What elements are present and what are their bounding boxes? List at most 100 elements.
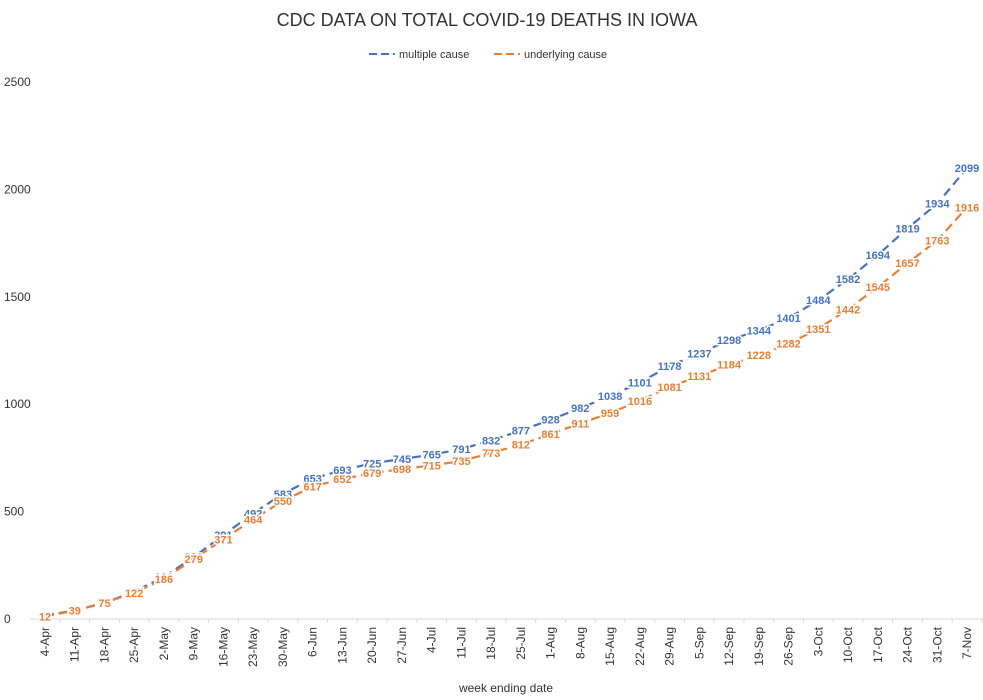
data-label-multiple-cause: 127: [125, 587, 143, 599]
x-tick-label: 13-Jun: [335, 627, 349, 664]
y-tick-label: 1000: [4, 397, 31, 411]
y-tick-label: 2500: [4, 75, 31, 89]
data-label-multiple-cause: 39: [69, 606, 81, 618]
data-label-underlying-cause: 1351: [806, 324, 830, 336]
data-label-multiple-cause: 391: [214, 530, 232, 542]
x-tick-label: 18-Jul: [484, 627, 498, 660]
data-label-underlying-cause: 371: [214, 534, 232, 546]
data-label-underlying-cause: 1545: [866, 282, 890, 294]
data-label-multiple-cause: 17: [39, 610, 51, 622]
x-tick-label: 7-Nov: [960, 627, 974, 659]
data-label-underlying-cause: 550: [274, 496, 292, 508]
data-label-underlying-cause: 735: [452, 456, 470, 468]
data-label-underlying-cause: 1657: [895, 258, 919, 270]
data-label-underlying-cause: 1916: [955, 202, 979, 214]
y-tick-label: 500: [4, 505, 24, 519]
data-label-underlying-cause: 812: [512, 440, 530, 452]
data-label-multiple-cause: 693: [333, 465, 351, 477]
x-tick-label: 4-Jul: [425, 627, 439, 653]
data-label-multiple-cause: 1101: [628, 378, 652, 390]
x-tick-label: 3-Oct: [811, 626, 825, 656]
data-label-underlying-cause: 12: [39, 611, 51, 623]
data-label-multiple-cause: 1237: [687, 348, 711, 360]
legend-label-multiple-cause: multiple cause: [399, 49, 469, 61]
data-label-multiple-cause: 877: [512, 426, 530, 438]
x-tick-label: 20-Jun: [365, 627, 379, 664]
data-label-multiple-cause: 1401: [776, 313, 800, 325]
data-label-underlying-cause: 1016: [628, 396, 652, 408]
data-label-underlying-cause: 1228: [747, 350, 771, 362]
x-tick-label: 30-May: [276, 627, 290, 667]
data-label-multiple-cause: 1038: [598, 391, 622, 403]
x-tick-label: 26-Sep: [782, 627, 796, 666]
data-label-multiple-cause: 1694: [866, 250, 891, 262]
data-label-underlying-cause: 679: [363, 468, 381, 480]
data-label-multiple-cause: 725: [363, 458, 381, 470]
data-label-multiple-cause: 765: [422, 450, 440, 462]
x-tick-label: 24-Oct: [901, 626, 915, 663]
data-label-underlying-cause: 122: [125, 588, 143, 600]
data-label-multiple-cause: 928: [541, 415, 559, 427]
data-label-multiple-cause: 1298: [717, 335, 741, 347]
x-tick-label: 18-Apr: [97, 627, 111, 663]
x-axis: 4-Apr 11-Apr 18-Apr 25-Apr 2-May 9-May 16-May 2…: [38, 619, 983, 667]
x-tick-label: 12-Sep: [722, 627, 736, 666]
data-label-underlying-cause: 1081: [657, 382, 681, 394]
x-tick-label: 15-Aug: [603, 627, 617, 666]
data-label-multiple-cause: 745: [393, 454, 411, 466]
x-tick-label: 1-Aug: [544, 627, 558, 659]
y-axis: 0 500 1000 1500 2000 2500: [4, 75, 31, 626]
data-label-underlying-cause: 715: [422, 460, 440, 472]
data-label-multiple-cause: 791: [452, 444, 470, 456]
x-axis-label: week ending date: [458, 681, 553, 695]
data-label-multiple-cause: 583: [274, 489, 292, 501]
legend: multiple cause underlying cause: [369, 49, 607, 61]
data-label-underlying-cause: 75: [98, 598, 110, 610]
data-label-multiple-cause: 2099: [955, 163, 979, 175]
x-tick-label: 23-May: [246, 627, 260, 667]
x-tick-label: 27-Jun: [395, 627, 409, 664]
series-layer: [44, 167, 968, 618]
data-label-underlying-cause: 464: [244, 514, 263, 526]
data-label-underlying-cause: 1442: [836, 304, 860, 316]
data-label-underlying-cause: 861: [541, 429, 559, 441]
legend-label-underlying-cause: underlying cause: [524, 49, 607, 61]
x-tick-label: 4-Apr: [38, 627, 52, 656]
data-label-underlying-cause: 617: [303, 481, 321, 493]
series-line-multiple-cause: [44, 167, 968, 617]
x-tick-label: 10-Oct: [841, 626, 855, 663]
x-tick-label: 8-Aug: [573, 627, 587, 659]
x-tick-label: 19-Sep: [752, 627, 766, 666]
x-tick-label: 11-Jul: [454, 627, 468, 659]
data-label-underlying-cause: 1282: [776, 339, 800, 351]
data-label-multiple-cause: 1344: [747, 325, 772, 337]
data-label-underlying-cause: 773: [482, 448, 500, 460]
data-label-multiple-cause: 1819: [895, 223, 919, 235]
y-tick-label: 2000: [4, 182, 31, 196]
data-label-underlying-cause: 186: [155, 574, 173, 586]
series-line-underlying-cause: [44, 206, 968, 618]
data-label-multiple-cause: 196: [155, 572, 173, 584]
y-tick-label: 0: [4, 612, 11, 626]
x-tick-label: 17-Oct: [871, 626, 885, 663]
x-tick-label: 9-May: [187, 627, 201, 660]
x-tick-label: 11-Apr: [68, 627, 82, 662]
x-tick-label: 29-Aug: [663, 627, 677, 666]
data-label-underlying-cause: 39: [69, 606, 81, 618]
x-tick-label: 16-May: [216, 627, 230, 667]
x-tick-label: 2-May: [157, 627, 171, 660]
data-label-multiple-cause: 1484: [806, 295, 831, 307]
data-label-underlying-cause: 1184: [717, 360, 742, 372]
data-label-underlying-cause: 698: [393, 464, 411, 476]
data-label-underlying-cause: 652: [333, 474, 351, 486]
data-label-multiple-cause: 288: [185, 552, 203, 564]
data-label-multiple-cause: 982: [571, 403, 589, 415]
x-tick-label: 6-Jun: [306, 627, 320, 657]
x-tick-label: 31-Oct: [930, 626, 944, 663]
data-label-multiple-cause: 653: [303, 474, 321, 486]
data-label-underlying-cause: 911: [571, 418, 589, 430]
data-label-underlying-cause: 1131: [687, 371, 711, 383]
data-label-multiple-cause: 832: [482, 435, 500, 447]
